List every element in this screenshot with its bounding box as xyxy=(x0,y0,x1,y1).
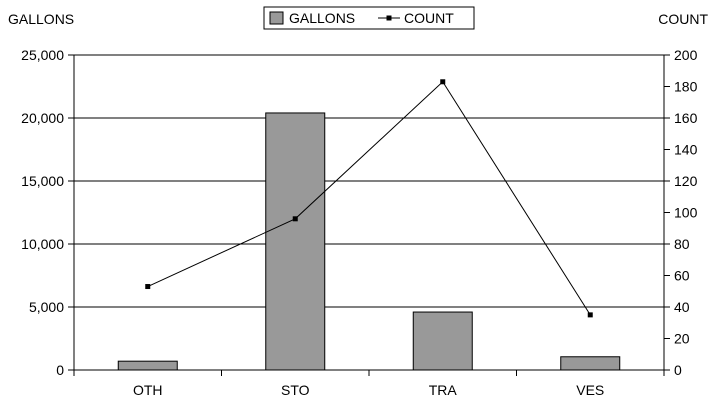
left-tick-label: 25,000 xyxy=(21,47,64,63)
count-line-path xyxy=(147,80,591,316)
right-tick-label: 60 xyxy=(674,268,690,284)
legend-label-gallons: GALLONS xyxy=(289,10,355,26)
right-tick-label: 0 xyxy=(674,362,682,378)
x-tick-label-tra: TRA xyxy=(429,382,458,398)
left-axis-title: GALLONS xyxy=(8,11,74,27)
left-tick-label: 20,000 xyxy=(21,110,64,126)
right-tick-label: 200 xyxy=(674,47,698,63)
axes xyxy=(73,55,665,371)
x-axis-ticks: OTH STO TRA VES xyxy=(73,370,665,398)
left-tick-label: 0 xyxy=(56,362,64,378)
legend: GALLONS COUNT xyxy=(263,6,475,30)
right-axis-title: COUNT xyxy=(658,11,708,27)
count-marker-oth xyxy=(145,284,151,290)
gridlines xyxy=(74,54,664,308)
left-tick-label: 10,000 xyxy=(21,236,64,252)
count-marker-ves xyxy=(587,312,593,318)
right-tick-label: 20 xyxy=(674,331,690,347)
right-tick-label: 160 xyxy=(674,110,698,126)
count-marker-tra xyxy=(440,79,446,85)
left-tick-label: 5,000 xyxy=(29,299,64,315)
count-marker-sto xyxy=(292,216,298,222)
legend-box xyxy=(263,6,475,30)
right-tick-label: 140 xyxy=(674,142,698,158)
bar-ves xyxy=(560,356,621,371)
right-tick-label: 180 xyxy=(674,79,698,95)
left-axis-ticks: 0 5,000 10,000 15,000 20,000 25,000 xyxy=(21,47,74,378)
right-axis-ticks: 0 20 40 60 80 100 120 140 160 180 200 xyxy=(664,47,698,378)
right-tick-label: 80 xyxy=(674,236,690,252)
right-tick-label: 120 xyxy=(674,173,698,189)
legend-label-count: COUNT xyxy=(404,10,454,26)
bar-tra xyxy=(412,311,473,371)
x-tick-label-ves: VES xyxy=(576,382,604,398)
count-line xyxy=(145,79,593,318)
bar-sto xyxy=(265,112,326,371)
bar-oth xyxy=(117,360,178,371)
bars xyxy=(117,112,621,371)
x-tick-label-oth: OTH xyxy=(133,382,163,398)
legend-swatch-count-marker xyxy=(386,15,392,21)
right-tick-label: 100 xyxy=(674,205,698,221)
left-tick-label: 15,000 xyxy=(21,173,64,189)
right-tick-label: 40 xyxy=(674,299,690,315)
x-tick-label-sto: STO xyxy=(281,382,310,398)
legend-swatch-gallons xyxy=(269,11,284,25)
